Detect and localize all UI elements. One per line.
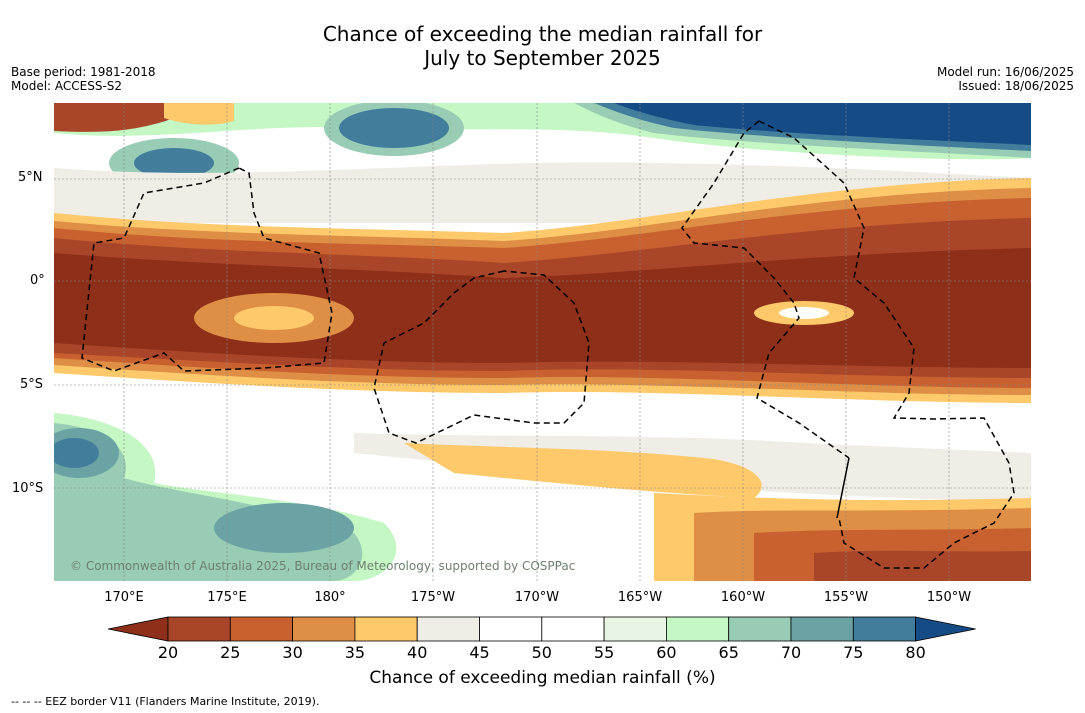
y-label-10s: 10°S [12,481,44,496]
colorbar-tick-label: 75 [843,643,864,662]
dry-patch-west-inner [234,306,314,330]
x-label-150w: 150°W [926,590,972,605]
dry-band-south [404,443,762,498]
colorbar-tick-label: 80 [905,643,926,662]
base-period: Base period: 1981-2018 [11,65,156,79]
dry-zone-se-4 [814,550,1031,581]
colorbar-tick-label: 65 [718,643,739,662]
y-label-5n: 5°N [18,170,43,185]
gridlines [54,103,1031,581]
copyright-text: © Commonwealth of Australia 2025, Bureau… [70,559,576,573]
x-label-170e: 170°E [104,590,144,605]
colorbar-cell [790,616,854,642]
colorbar-tick-label: 25 [220,643,241,662]
wet-blob-a-inner [339,108,449,148]
eez-border-east [681,120,850,459]
eez-border-southeast [758,120,1015,569]
x-label-180: 180° [314,590,346,605]
dry-blob-nw [54,103,174,132]
colorbar-tick-label: 70 [780,643,802,662]
y-label-0: 0° [30,273,45,288]
map-svg [54,103,1031,581]
colorbar-tick-label: 20 [157,643,179,662]
eez-border-west [81,167,333,372]
map-title: Chance of exceeding the median rainfall … [0,22,1085,70]
colorbar-cell [728,616,792,642]
eez-borders [81,120,1015,569]
x-label-165w: 165°W [617,590,663,605]
colorbar-cell [229,616,294,642]
colorbar-cell [292,616,356,642]
colorbar-cell [666,616,730,642]
colorbar-cell [479,616,543,642]
eez-border-solid [836,457,850,519]
colorbar [108,616,976,642]
title-line-1: Chance of exceeding the median rainfall … [322,22,763,46]
x-label-175e: 175°E [207,590,247,605]
colorbar-label: Chance of exceeding median rainfall (%) [369,668,716,688]
colorbar-tick-label: 45 [469,643,490,662]
rainfall-map [54,103,1031,581]
eez-border-central [373,270,590,444]
wet-blob-b-inner [134,148,214,178]
x-label-170w: 170°W [514,590,560,605]
wet-blob-sw [214,503,354,553]
eez-footer-note: -- -- -- EEZ border V11 (Flanders Marine… [11,695,320,708]
colorbar-tick-label: 30 [282,643,303,662]
colorbar-cell [416,616,480,642]
colorbar-extend-high [915,616,976,642]
x-label-160w: 160°W [720,590,766,605]
x-label-155w: 155°W [823,590,869,605]
y-label-5s: 5°S [20,377,44,392]
colorbar-cell [852,616,916,642]
colorbar-cell [603,616,667,642]
colorbar-tick-label: 50 [531,643,552,662]
meta-right: Model run: 16/06/2025 Issued: 18/06/2025 [937,65,1074,93]
wet-blob-w-inner [54,438,99,468]
colorbar-cells [108,616,976,642]
meta-left: Base period: 1981-2018 Model: ACCESS-S2 [11,65,156,93]
colorbar-tick-label: 60 [656,643,677,662]
dry-blob-nw-2 [164,103,234,125]
colorbar-cell [541,616,605,642]
colorbar-tick-label: 55 [593,643,615,662]
model-run-date: Model run: 16/06/2025 [936,65,1074,79]
colorbar-cell [167,616,231,642]
x-label-175w: 175°W [410,590,456,605]
wet-zone-north-4 [614,103,1031,145]
title-line-2: July to September 2025 [424,46,661,70]
colorbar-tick-label: 35 [344,643,366,662]
colorbar-extend-low [108,616,169,642]
colorbar-cell [354,616,418,642]
model-name: Model: ACCESS-S2 [11,79,123,93]
colorbar-tick-label: 40 [407,643,428,662]
dry-patch-east-inner [779,307,829,319]
neutral-south [54,383,1031,445]
issued-date: Issued: 18/06/2025 [958,79,1074,93]
